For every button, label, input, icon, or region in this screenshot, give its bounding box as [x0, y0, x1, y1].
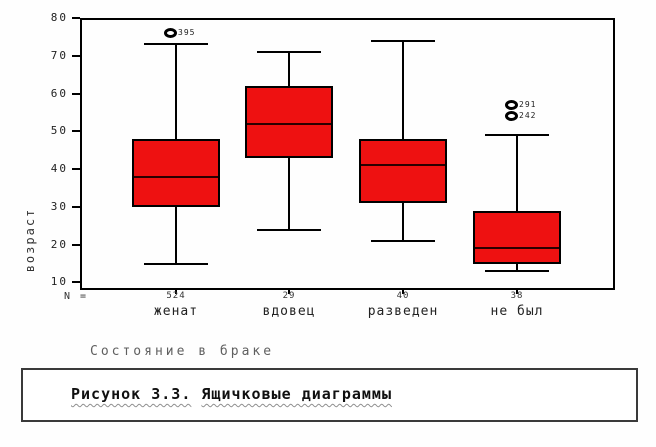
ytick-label: 40 — [50, 162, 68, 176]
ytick-mark — [72, 243, 80, 246]
plot-frame — [80, 18, 615, 290]
median-line — [475, 247, 559, 250]
ytick-label: 60 — [50, 86, 68, 100]
whisker-cap-bottom — [144, 262, 208, 265]
whisker-cap-bottom — [257, 228, 321, 231]
category-label: разведен — [367, 304, 439, 319]
boxplot-box — [473, 210, 561, 264]
ytick-mark — [72, 130, 80, 133]
boxplot-box — [245, 86, 333, 158]
ytick-mark — [72, 205, 80, 208]
ytick-label: 80 — [50, 11, 68, 24]
ytick-mark — [72, 281, 80, 284]
figure-caption: Рисунок 3.3. Ящичковые диаграммы — [23, 370, 636, 419]
n-prefix-label: N = — [64, 291, 89, 302]
ytick-label: 70 — [50, 48, 68, 62]
outlier-label: 242 — [519, 111, 537, 121]
x-axis-title: Состояние в браке — [90, 344, 275, 359]
ytick-mark — [72, 92, 80, 95]
outlier-marker-icon — [164, 28, 177, 39]
caption-segment: Рисунок 3.3. — [71, 385, 192, 403]
whisker-cap-top — [371, 39, 435, 42]
whisker-cap-top — [257, 51, 321, 53]
figure-caption-box: Рисунок 3.3. Ящичковые диаграммы — [21, 368, 638, 422]
boxplot-box — [132, 138, 220, 207]
outlier-label: 395 — [178, 28, 196, 38]
xtick-mark — [175, 290, 177, 294]
category-label: вдовец — [262, 304, 316, 319]
xtick-mark — [402, 290, 404, 294]
xtick-mark — [288, 290, 290, 294]
category-label: женат — [153, 304, 199, 319]
caption-segment — [191, 385, 201, 403]
whisker-cap-top — [144, 43, 208, 46]
boxplot-chart: возраст N = Состояние в браке 10 20 30 40 50… — [23, 11, 615, 359]
boxplot-box — [359, 138, 447, 204]
whisker-line — [516, 135, 518, 272]
ytick-mark — [72, 54, 80, 57]
n-value: 40 — [396, 291, 410, 301]
caption-segment: Ящичковые диаграммы — [201, 385, 392, 403]
n-value: 38 — [510, 291, 524, 301]
median-line — [247, 122, 331, 125]
outlier-marker-icon — [505, 99, 518, 110]
whisker-cap-top — [485, 134, 549, 137]
ytick-mark — [72, 168, 80, 171]
xtick-mark — [516, 290, 518, 294]
ytick-label: 20 — [50, 237, 68, 251]
ytick-label: 50 — [50, 124, 68, 138]
ytick-label: 10 — [50, 275, 68, 289]
n-value: 524 — [166, 291, 186, 301]
n-value: 29 — [282, 291, 296, 301]
whisker-cap-bottom — [485, 270, 549, 273]
category-label: не был — [490, 304, 544, 319]
median-line — [361, 164, 445, 167]
ytick-label: 30 — [50, 199, 68, 213]
whisker-cap-bottom — [371, 239, 435, 242]
median-line — [134, 175, 218, 178]
outlier-marker-icon — [505, 111, 518, 122]
ytick-mark — [72, 17, 80, 19]
outlier-label: 291 — [519, 99, 537, 109]
